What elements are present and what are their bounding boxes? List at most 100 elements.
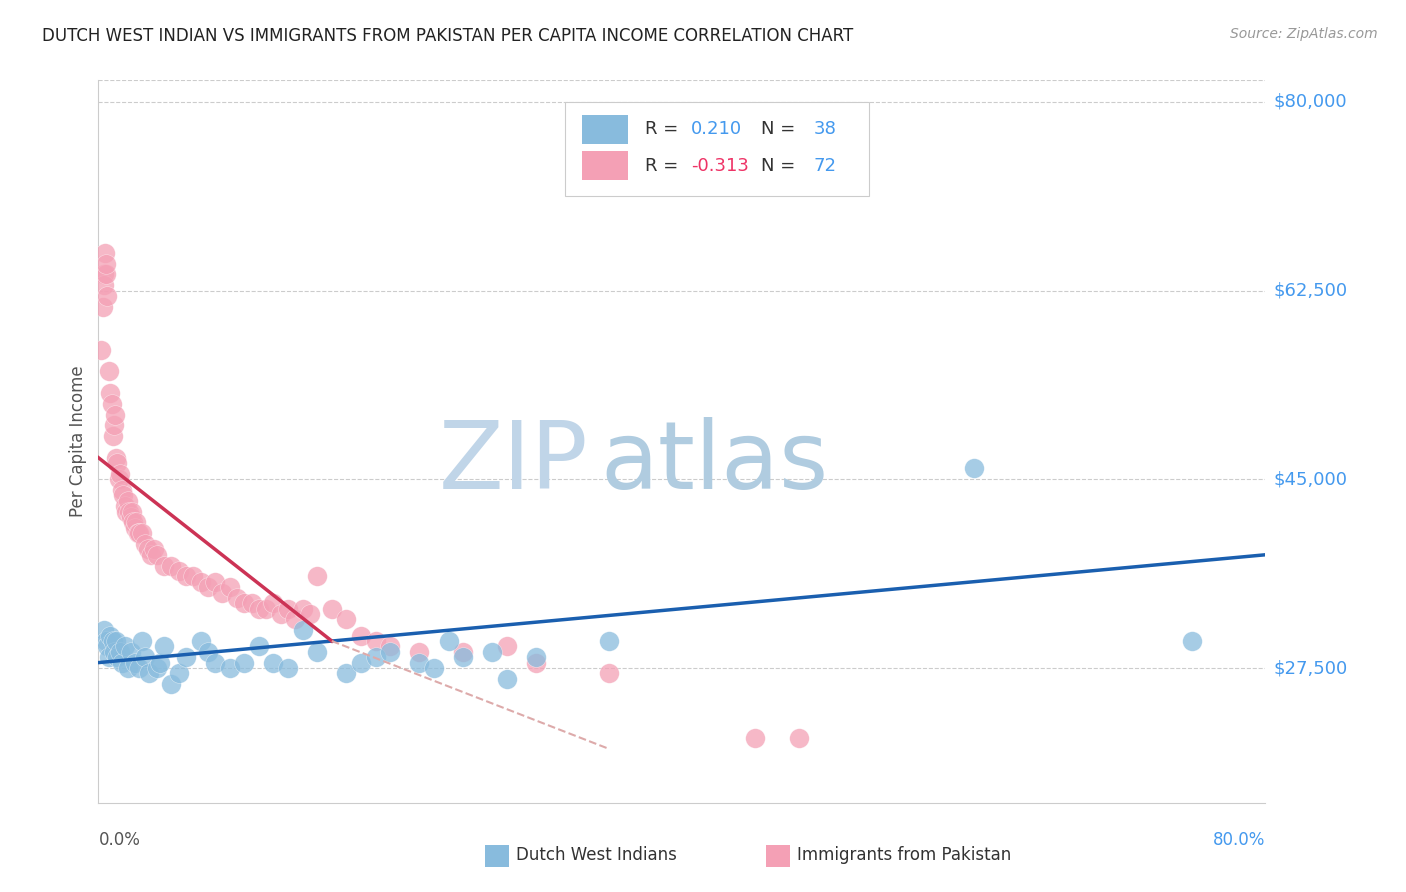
Point — [93, 624, 115, 638]
Point — [93, 268, 115, 282]
Point — [101, 429, 124, 443]
Point — [787, 731, 810, 745]
Point — [96, 640, 118, 654]
Text: Immigrants from Pakistan: Immigrants from Pakistan — [797, 847, 1011, 864]
Point — [104, 408, 127, 422]
Point — [104, 634, 127, 648]
Point — [364, 634, 387, 648]
Text: DUTCH WEST INDIAN VS IMMIGRANTS FROM PAKISTAN PER CAPITA INCOME CORRELATION CHAR: DUTCH WEST INDIAN VS IMMIGRANTS FROM PAK… — [42, 27, 853, 45]
Point — [146, 548, 169, 562]
Text: R =: R = — [644, 120, 683, 138]
Text: atlas: atlas — [600, 417, 828, 509]
Text: N =: N = — [761, 156, 801, 175]
Point — [131, 526, 153, 541]
Point — [120, 645, 142, 659]
Text: ZIP: ZIP — [439, 417, 589, 509]
Point — [197, 645, 219, 659]
Point — [114, 500, 136, 514]
Text: -0.313: -0.313 — [692, 156, 749, 175]
Point — [437, 634, 460, 648]
Point — [96, 289, 118, 303]
Point — [307, 645, 329, 659]
Point — [97, 364, 120, 378]
Point — [110, 645, 132, 659]
Point — [114, 640, 136, 654]
Point — [174, 569, 197, 583]
Point — [744, 731, 766, 745]
Point — [211, 585, 233, 599]
Point — [124, 656, 146, 670]
Point — [160, 677, 183, 691]
Point — [117, 661, 139, 675]
Point — [139, 548, 162, 562]
Point — [90, 343, 112, 357]
Point — [277, 661, 299, 675]
Point — [91, 300, 114, 314]
Point — [111, 483, 134, 497]
Point — [131, 634, 153, 648]
Text: N =: N = — [761, 120, 801, 138]
Point — [496, 672, 519, 686]
Point — [321, 601, 343, 615]
Point — [94, 634, 117, 648]
Point — [408, 645, 430, 659]
Point — [98, 386, 121, 401]
Point — [226, 591, 249, 605]
Point — [423, 661, 446, 675]
Point — [167, 666, 190, 681]
Point — [146, 661, 169, 675]
Point — [204, 656, 226, 670]
Point — [263, 656, 285, 670]
Text: Source: ZipAtlas.com: Source: ZipAtlas.com — [1230, 27, 1378, 41]
Point — [125, 516, 148, 530]
Point — [1181, 634, 1204, 648]
Point — [350, 629, 373, 643]
Point — [115, 505, 138, 519]
Point — [197, 580, 219, 594]
Point — [128, 526, 150, 541]
Text: $62,500: $62,500 — [1274, 282, 1348, 300]
Text: $45,000: $45,000 — [1274, 470, 1348, 488]
Text: 80.0%: 80.0% — [1213, 830, 1265, 848]
Point — [263, 596, 285, 610]
Point — [134, 537, 156, 551]
Point — [112, 488, 135, 502]
Point — [364, 650, 387, 665]
Text: 0.0%: 0.0% — [98, 830, 141, 848]
Point — [190, 574, 212, 589]
Point — [451, 650, 474, 665]
Point — [524, 656, 547, 670]
Point — [153, 558, 176, 573]
Point — [380, 645, 402, 659]
Point — [451, 645, 474, 659]
Point — [105, 456, 128, 470]
Point — [247, 601, 270, 615]
Point — [524, 650, 547, 665]
FancyBboxPatch shape — [582, 115, 628, 144]
Point — [127, 526, 149, 541]
Point — [142, 542, 165, 557]
Point — [291, 601, 314, 615]
Point — [307, 569, 329, 583]
Point — [270, 607, 292, 621]
Point — [108, 472, 131, 486]
Point — [218, 580, 240, 594]
Point — [120, 510, 142, 524]
FancyBboxPatch shape — [565, 102, 869, 196]
Text: 38: 38 — [814, 120, 837, 138]
Point — [124, 521, 146, 535]
Point — [98, 629, 121, 643]
Point — [96, 257, 118, 271]
Text: $27,500: $27,500 — [1274, 659, 1348, 677]
Point — [598, 666, 620, 681]
Point — [380, 640, 402, 654]
Text: Dutch West Indians: Dutch West Indians — [516, 847, 676, 864]
Point — [233, 596, 256, 610]
Point — [335, 666, 357, 681]
Point — [104, 450, 127, 465]
Point — [94, 268, 117, 282]
FancyBboxPatch shape — [582, 151, 628, 180]
Point — [100, 397, 122, 411]
Point — [284, 612, 307, 626]
Point — [111, 656, 134, 670]
